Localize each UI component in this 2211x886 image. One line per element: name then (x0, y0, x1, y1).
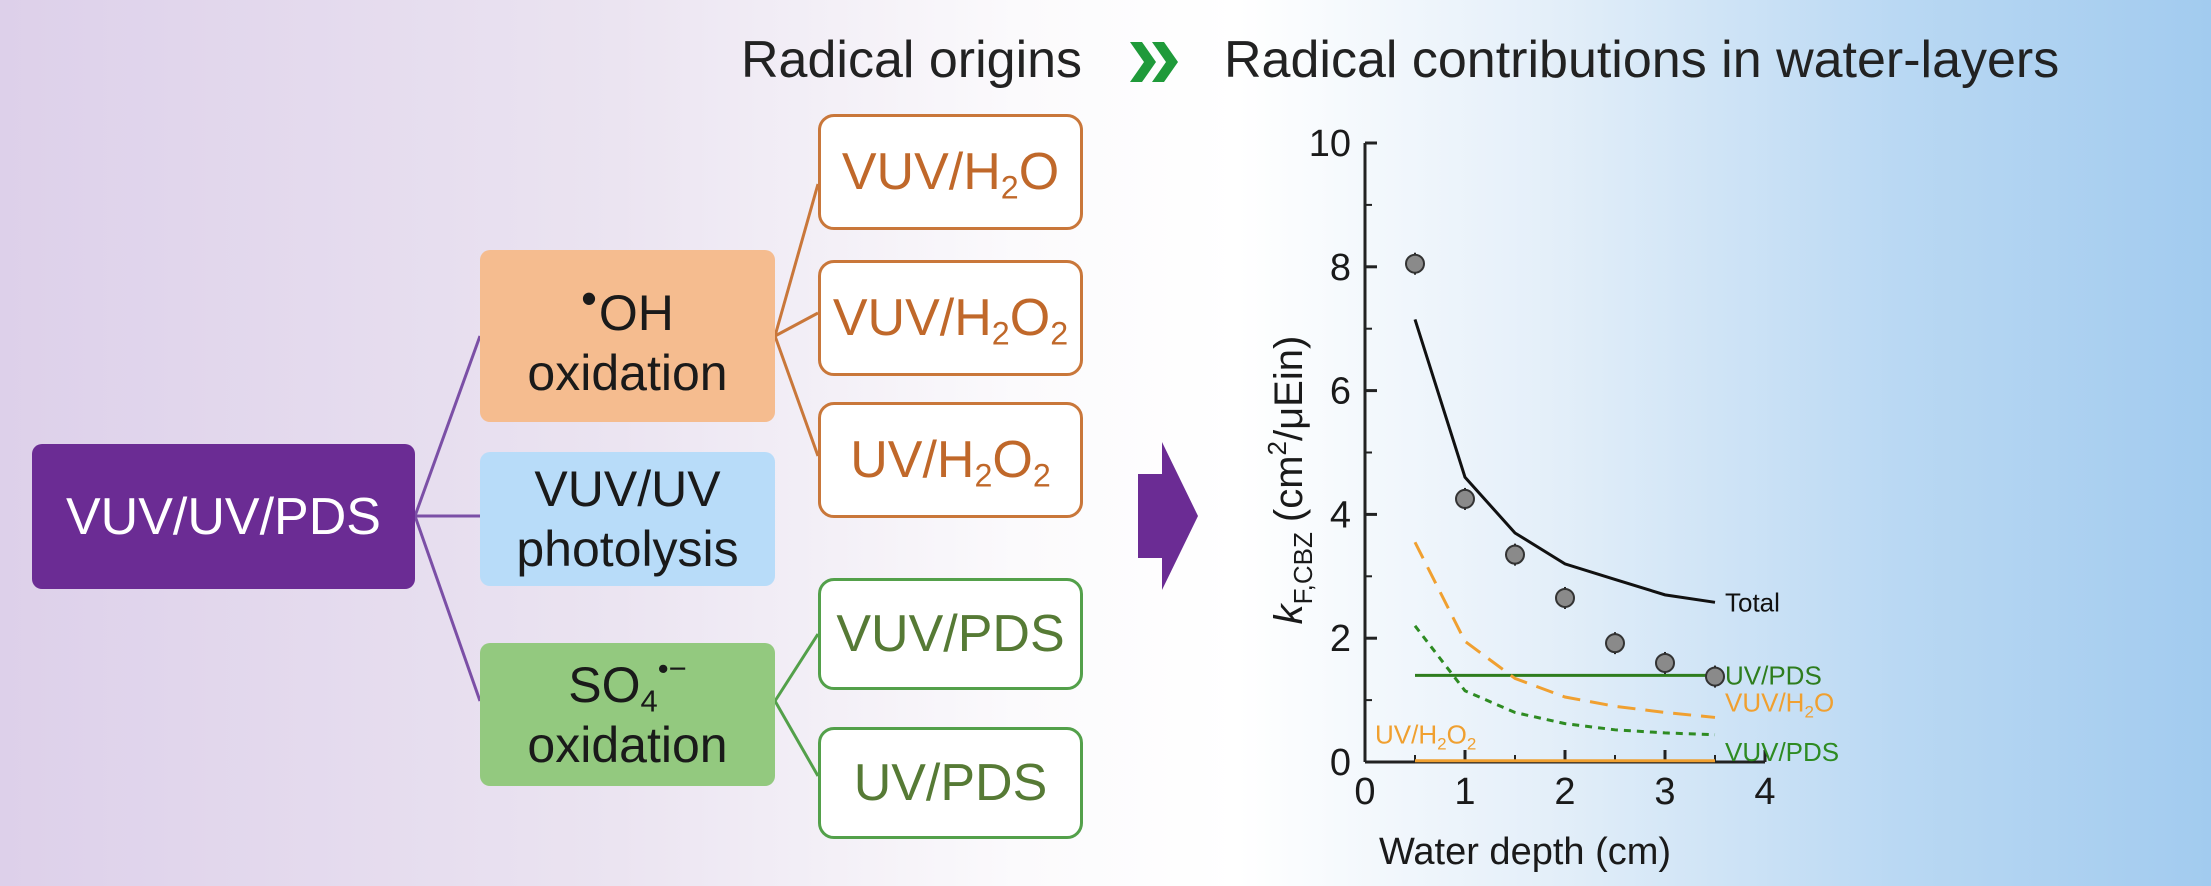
formula-text: UV/H (850, 431, 975, 489)
source-vuv-h2o2: VUV/H2O2 (818, 260, 1083, 376)
y-tick-label: 8 (1330, 247, 1351, 289)
connector-so4-vuvpds (773, 633, 820, 702)
formula-sub: 2 (991, 315, 1010, 352)
chart-points (1405, 252, 1725, 688)
data-point (1505, 544, 1525, 565)
formula-text: O (1814, 687, 1834, 717)
so4-oxidation-label: oxidation (527, 716, 728, 773)
heading-radical-contributions: Radical contributions in water-layers (1224, 31, 2060, 89)
formula-sub: 2 (1804, 702, 1813, 721)
connector-oh-vuvh2o (773, 183, 820, 337)
y-axis-symbol: k (1267, 602, 1311, 624)
photolysis-line1: VUV/UV (534, 461, 721, 517)
root-label: VUV/UV/PDS (66, 487, 381, 546)
formula-text: O (1447, 719, 1467, 749)
formula-text: O (1018, 143, 1060, 201)
y-axis-label: kF,CBZ (cm2/μEin) (1262, 336, 1318, 625)
heading-radical-origins: Radical origins (741, 31, 1083, 89)
label-total: Total (1725, 587, 1780, 617)
block-arrow-right-icon (1138, 442, 1198, 590)
chart-series (1413, 318, 1716, 763)
formula-sub: 2 (1467, 734, 1476, 753)
photolysis-box: VUV/UV photolysis (480, 452, 775, 586)
formula-text: UV/H (1375, 719, 1437, 749)
formula-text: VUV/H (832, 289, 992, 347)
photolysis-line2: photolysis (516, 521, 739, 577)
source-label: UV/PDS (853, 754, 1048, 812)
source-label: VUV/PDS (836, 605, 1065, 663)
series-line (1413, 624, 1716, 737)
formula-sub: 2 (1437, 734, 1446, 753)
x-tick-label: 1 (1454, 771, 1475, 813)
y-tick-label: 2 (1330, 618, 1351, 660)
y-axis-unit: (cm (1267, 455, 1311, 522)
radical-dot-icon: • (581, 273, 597, 325)
so4-superscript: •− (657, 650, 687, 686)
x-tick-label: 2 (1554, 771, 1575, 813)
y-tick-label: 4 (1330, 494, 1351, 536)
series-line (1413, 541, 1716, 719)
connector-so4-uvpds (773, 700, 820, 777)
x-tick-label: 0 (1354, 771, 1375, 813)
root-box: VUV/UV/PDS (32, 444, 415, 589)
oh-radical-label: OH (598, 284, 674, 341)
x-tick-label: 3 (1654, 771, 1675, 813)
x-axis-label: Water depth (cm) (1379, 831, 1671, 873)
y-axis-subscript: F,CBZ (1288, 532, 1318, 604)
y-tick-label: 6 (1330, 371, 1351, 413)
data-point (1705, 666, 1725, 687)
formula-sub: 2 (1050, 315, 1069, 352)
series-line (1413, 318, 1716, 604)
so4-oxidation-box: SO4•− oxidation (480, 643, 775, 786)
source-vuv-h2o: VUV/H2O (818, 114, 1083, 230)
data-point (1605, 633, 1625, 654)
source-uv-h2o2: UV/H2O2 (818, 402, 1083, 518)
formula-sub: 2 (974, 457, 993, 494)
y-axis-superscript: 2 (1262, 441, 1292, 455)
formula-text: VUV/H (841, 143, 1001, 201)
oh-oxidation-box: •OH oxidation (480, 250, 775, 422)
formula-sub: 2 (1000, 169, 1019, 206)
connector-root-oh (413, 335, 482, 517)
so4-subscript: 4 (640, 682, 658, 718)
label-vuv-h2o: VUV/H2O (1725, 687, 1834, 721)
data-point (1655, 652, 1675, 673)
y-tick-label: 10 (1309, 123, 1351, 165)
data-point (1455, 488, 1475, 509)
source-vuv-pds: VUV/PDS (818, 578, 1083, 690)
label-uv-h2o2: UV/H2O2 (1375, 719, 1476, 753)
connector-oh-vuvh2o2 (774, 311, 819, 338)
label-uv-pds: UV/PDS (1725, 660, 1822, 690)
formula-text: O (1009, 289, 1051, 347)
data-point (1555, 587, 1575, 608)
connector-oh-uvh2o2 (773, 335, 820, 457)
so4-radical-label: SO (568, 656, 641, 713)
label-vuv-pds: VUV/PDS (1725, 737, 1839, 767)
formula-sub: 2 (1032, 457, 1051, 494)
formula-text: O (992, 431, 1033, 489)
connector-root-so4 (413, 515, 482, 702)
y-tick-label: 0 (1330, 742, 1351, 784)
x-tick-label: 4 (1754, 771, 1775, 813)
formula-text: VUV/H (1725, 687, 1804, 717)
y-axis-unit: /μEin) (1267, 336, 1311, 441)
double-chevron-right-icon (1130, 42, 1178, 82)
oh-oxidation-label: oxidation (527, 344, 728, 401)
data-point (1405, 253, 1425, 274)
source-uv-pds: UV/PDS (818, 727, 1083, 839)
